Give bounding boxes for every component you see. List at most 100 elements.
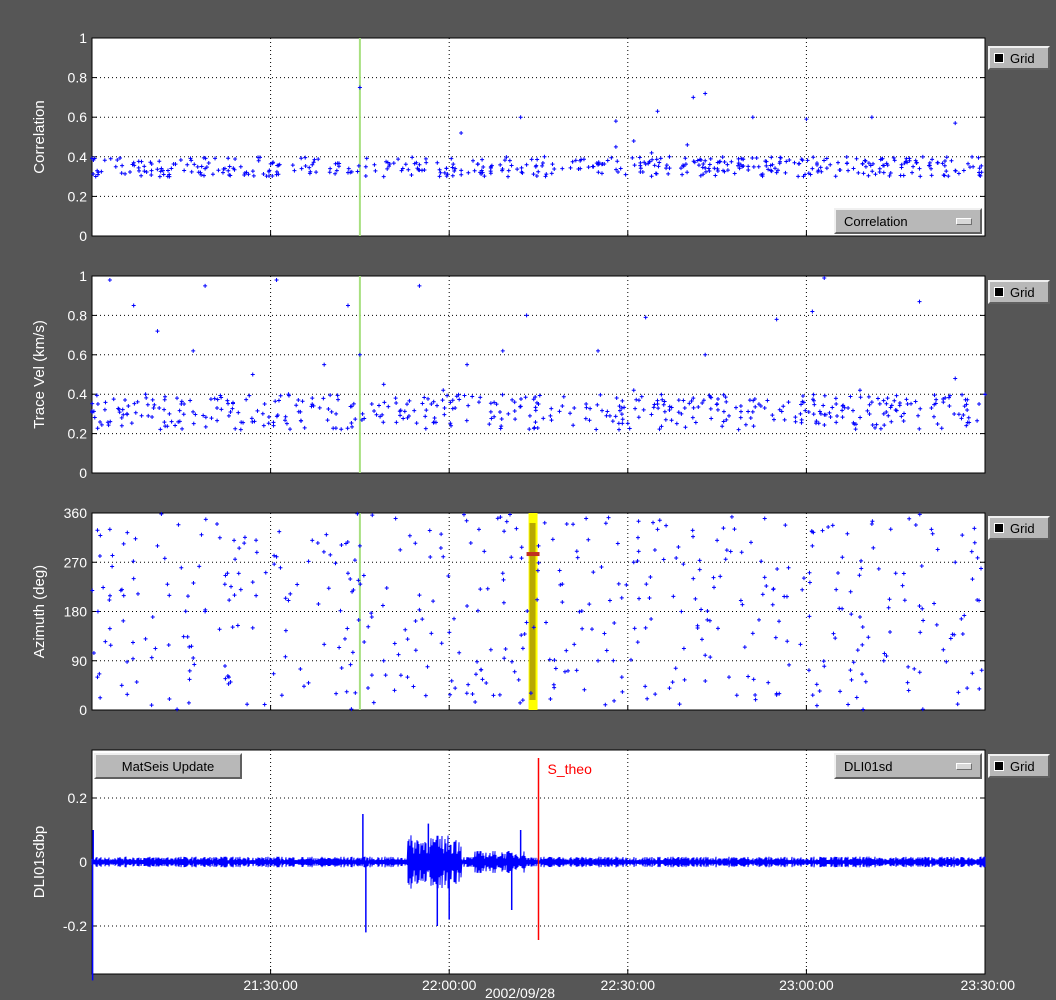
- grid-toggle-correlation[interactable]: Grid: [988, 46, 1050, 70]
- data-point: [362, 416, 367, 421]
- data-point: [426, 396, 431, 401]
- data-point: [750, 409, 755, 414]
- data-point: [106, 423, 111, 428]
- data-point: [821, 403, 826, 408]
- data-point: [316, 601, 321, 606]
- data-point: [440, 398, 445, 403]
- data-point: [669, 418, 674, 423]
- data-point: [703, 352, 708, 357]
- data-point: [596, 348, 601, 353]
- data-point: [667, 686, 672, 691]
- data-point: [766, 167, 771, 172]
- data-point: [979, 668, 984, 673]
- data-point: [619, 675, 624, 680]
- data-point: [459, 172, 464, 177]
- grid-toggle-waveform[interactable]: Grid: [988, 754, 1050, 778]
- data-point: [512, 400, 517, 405]
- data-point: [128, 170, 133, 175]
- data-point: [498, 162, 503, 167]
- data-point: [540, 160, 545, 165]
- data-point: [119, 683, 124, 688]
- data-point: [322, 362, 327, 367]
- checkbox-icon: [994, 53, 1004, 63]
- data-point: [881, 398, 886, 403]
- data-point: [871, 545, 876, 550]
- panel-1: 0 0.2 0.4 0.6 0.8 1 Trace Vel (km/s): [31, 268, 987, 481]
- matseis-update-button[interactable]: MatSeis Update: [94, 753, 242, 779]
- data-point: [223, 676, 228, 681]
- data-point: [191, 409, 196, 414]
- data-point: [492, 414, 497, 419]
- data-point: [378, 414, 383, 419]
- data-point: [504, 519, 509, 524]
- data-point: [160, 168, 165, 173]
- data-point: [574, 549, 579, 554]
- data-point: [275, 413, 280, 418]
- data-point: [333, 426, 338, 431]
- correlation-select[interactable]: Correlation: [834, 208, 982, 234]
- data-point: [935, 547, 940, 552]
- data-point: [604, 648, 609, 653]
- data-point: [628, 657, 633, 662]
- data-point: [886, 605, 891, 610]
- data-point: [956, 171, 961, 176]
- data-point: [655, 109, 660, 114]
- data-point: [814, 682, 819, 687]
- data-point: [836, 571, 841, 576]
- grid-toggle-azimuth[interactable]: Grid: [988, 516, 1050, 540]
- data-point: [824, 156, 829, 161]
- data-point: [322, 642, 327, 647]
- data-point: [277, 529, 282, 534]
- data-point: [941, 396, 946, 401]
- data-point: [417, 162, 422, 167]
- channel-select[interactable]: DLI01sd: [834, 753, 982, 779]
- grid-toggle-tracevel[interactable]: Grid: [988, 280, 1050, 304]
- data-point: [95, 528, 100, 533]
- data-point: [711, 575, 716, 580]
- data-point: [230, 406, 235, 411]
- data-point: [144, 395, 149, 400]
- data-point: [413, 541, 418, 546]
- data-point: [215, 521, 220, 526]
- data-point: [929, 405, 934, 410]
- data-point: [906, 664, 911, 669]
- data-point: [533, 405, 538, 410]
- data-point: [873, 172, 878, 177]
- data-point: [353, 417, 358, 422]
- data-point: [204, 165, 209, 170]
- data-point: [640, 170, 645, 175]
- data-point: [652, 163, 657, 168]
- data-point: [110, 564, 115, 569]
- data-point: [357, 352, 362, 357]
- y-axis-label: DLI01sdbp: [31, 826, 48, 899]
- data-point: [727, 413, 732, 418]
- data-point: [398, 408, 403, 413]
- data-point: [238, 587, 243, 592]
- data-point: [952, 412, 957, 417]
- data-point: [591, 570, 596, 575]
- data-point: [887, 173, 892, 178]
- data-point: [972, 540, 977, 545]
- data-point: [432, 416, 437, 421]
- data-point: [953, 168, 958, 173]
- data-point: [706, 166, 711, 171]
- data-point: [203, 283, 208, 288]
- data-point: [466, 403, 471, 408]
- channel-select-label: DLI01sd: [844, 758, 893, 774]
- data-point: [506, 168, 511, 173]
- data-point: [856, 170, 861, 175]
- data-point: [930, 157, 935, 162]
- data-point: [777, 691, 782, 696]
- data-point: [103, 639, 108, 644]
- data-point: [393, 396, 398, 401]
- data-point: [932, 402, 937, 407]
- data-point: [372, 408, 377, 413]
- data-point: [867, 411, 872, 416]
- data-point: [439, 641, 444, 646]
- data-point: [756, 617, 761, 622]
- data-point: [643, 315, 648, 320]
- data-point: [95, 609, 100, 614]
- data-point: [96, 170, 101, 175]
- y-tick-label: 90: [71, 653, 87, 669]
- data-point: [509, 555, 514, 560]
